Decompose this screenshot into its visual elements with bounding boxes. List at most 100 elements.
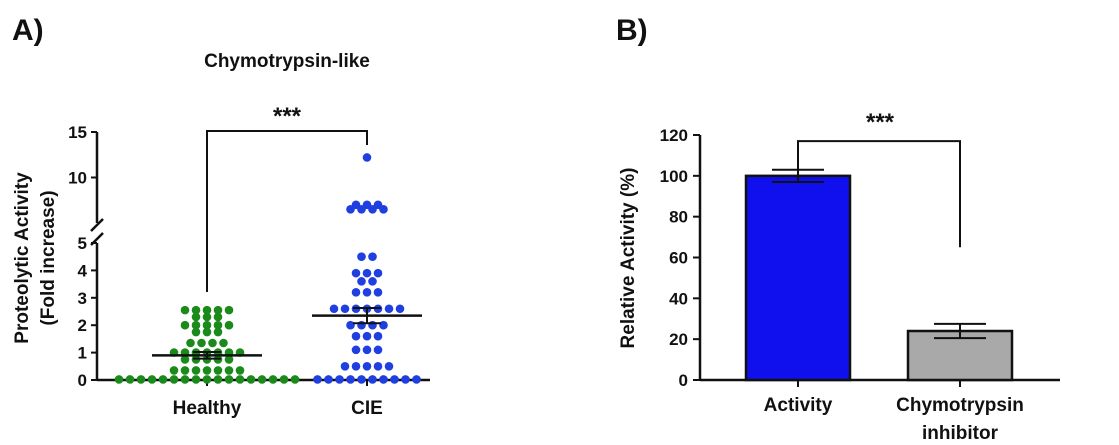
panel-a-data-point xyxy=(158,375,168,384)
panel-b-ylabel: Relative Activity (%) xyxy=(618,168,639,349)
panel-b-y-tick-label: 120 xyxy=(660,126,688,145)
panel-a-data-point xyxy=(351,362,361,371)
panel-a-data-point xyxy=(351,288,361,297)
panel-a-data-point xyxy=(362,345,372,355)
panel-a-data-point xyxy=(186,338,195,348)
panel-b-y-tick-label: 100 xyxy=(660,167,688,186)
panel-a-data-point xyxy=(357,277,366,286)
panel-a-data-point xyxy=(208,338,217,348)
panel-a-data-point xyxy=(197,338,206,348)
panel-b-bar xyxy=(906,329,1014,382)
panel-a-data-point xyxy=(384,362,394,371)
panel-b-bar xyxy=(744,174,852,382)
panel-a-data-point xyxy=(202,366,212,375)
panel-a-data-point xyxy=(180,305,190,315)
panel-a-data-point xyxy=(373,362,383,371)
panel-a-data-point xyxy=(329,304,339,314)
panel-b-y-tick-label: 0 xyxy=(679,371,688,390)
panel-a-data-point xyxy=(346,375,355,384)
panel-b-y-tick-label: 20 xyxy=(669,330,688,349)
panel-a-data-point xyxy=(362,331,372,341)
panel-a-data-point xyxy=(224,355,234,364)
panel-a-title: Chymotrypsin-like xyxy=(204,51,370,72)
panel-b-significance: *** xyxy=(866,109,895,136)
panel-a-data-point xyxy=(235,366,245,375)
panel-a-ylabel-line2: (Fold increase) xyxy=(38,190,59,325)
panel-b-y-tick-label: 40 xyxy=(669,289,688,308)
panel-a-x-tick-label: CIE xyxy=(351,398,383,419)
panel-a-data-point xyxy=(395,304,405,314)
panel-a-data-point xyxy=(368,252,377,261)
panel-a-data-point xyxy=(180,320,190,330)
panel-a-data-point xyxy=(224,320,234,330)
panel-a-data-point xyxy=(368,375,377,384)
panel-a-data-point xyxy=(357,205,366,214)
panel-a-data-point xyxy=(224,366,234,375)
panel-a-data-point xyxy=(257,375,267,384)
panel-a-data-point xyxy=(335,375,344,384)
panel-a-data-point xyxy=(379,375,388,384)
panel-a-data-point xyxy=(191,375,201,384)
panel-a-data-point xyxy=(213,312,223,322)
panel-a-data-point xyxy=(390,375,399,384)
panel-a-data-point xyxy=(114,375,124,384)
panel-a-data-point xyxy=(351,268,361,278)
panel-a-data-point xyxy=(368,320,377,330)
panel-a-data-point xyxy=(362,288,372,297)
panel-a-data-point xyxy=(313,375,322,384)
panel-a-data-point xyxy=(202,375,212,384)
panel-a-y-tick-label: 0 xyxy=(78,371,87,390)
panel-b-x-tick-label: inhibitor xyxy=(922,423,999,444)
panel-a-data-point xyxy=(235,375,245,384)
panel-a-data-point xyxy=(169,366,179,375)
panel-a-label: A) xyxy=(12,14,44,47)
panel-a-data-point xyxy=(147,375,157,384)
panel-a-data-point xyxy=(213,320,223,330)
panel-a-data-point xyxy=(213,327,223,337)
panel-a-data-point xyxy=(125,375,135,384)
panel-a-data-point xyxy=(169,375,179,384)
panel-b-y-tick-label: 60 xyxy=(669,249,688,268)
panel-a-data-point xyxy=(373,288,383,297)
panel-a-data-point xyxy=(379,320,388,330)
panel-a-ylabel-line1: Proteolytic Activity xyxy=(12,172,33,344)
panel-a-data-point xyxy=(401,375,410,384)
panel-a-data-point xyxy=(191,312,201,322)
panel-a-data-point xyxy=(340,362,350,371)
panel-a-data-point xyxy=(368,205,377,214)
panel-a-data-point xyxy=(384,304,394,314)
panel-a-data-point xyxy=(362,362,372,371)
panel-a-data-point xyxy=(373,331,383,341)
panel-a-data-point xyxy=(191,305,201,315)
panel-b-plot: 0 20 40 60 80 100 120 Activity Chymotrypsin inhib… xyxy=(660,126,1060,444)
panel-a-data-point xyxy=(368,277,377,286)
panel-a-data-point xyxy=(324,375,333,384)
panel-a-y-tick-label: 1 xyxy=(78,344,87,363)
panel-a-data-point xyxy=(279,375,289,384)
panel-a-data-point xyxy=(290,375,300,384)
panel-a-y-tick-label: 15 xyxy=(68,123,87,142)
panel-b-x-tick-label: Activity xyxy=(764,395,833,416)
panel-a-data-point xyxy=(373,268,383,278)
panel-a-data-point xyxy=(202,305,212,315)
panel-a-data-point xyxy=(191,366,201,375)
panel-a-data-point xyxy=(340,304,350,314)
panel-b-significance-bracket xyxy=(797,140,961,248)
panel-a-data-point xyxy=(362,153,372,162)
panel-b-y-tick-label: 80 xyxy=(669,208,688,227)
panel-a-data-point xyxy=(224,375,234,384)
panel-a-data-point xyxy=(136,375,146,384)
panel-a-y-tick-label: 4 xyxy=(78,261,88,280)
panel-a-plot: 0 1 2 3 4 5 10 15 Healthy CIE xyxy=(68,123,430,419)
panel-a-data-point xyxy=(351,345,361,355)
panel-a-data-point xyxy=(346,205,355,214)
panel-a-data-point xyxy=(373,345,383,355)
panel-a-data-point xyxy=(379,205,388,214)
panel-a-data-point xyxy=(357,252,366,261)
panel-a-data-point xyxy=(180,366,190,375)
panel-a-data-point xyxy=(191,320,201,330)
panel-a-data-point xyxy=(213,366,223,375)
panel-a-data-point xyxy=(202,312,212,322)
panel-a-data-point xyxy=(351,331,361,341)
